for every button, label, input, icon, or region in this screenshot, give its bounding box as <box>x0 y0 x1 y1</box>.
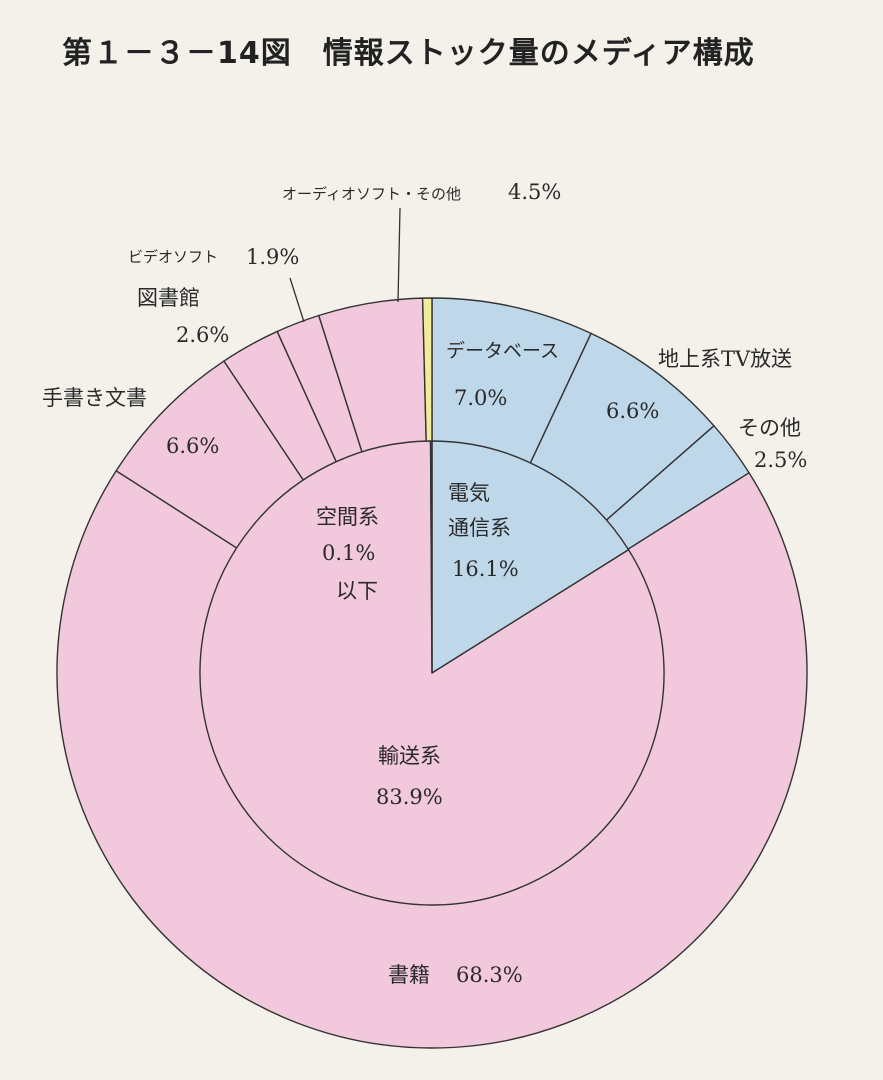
label-spatial-value: 0.1% <box>322 541 375 565</box>
label-tv-name: 地上系TV放送 <box>658 347 792 371</box>
label-books-name: 書籍 <box>388 963 430 987</box>
label-library-value: 2.6% <box>176 323 229 347</box>
inner-slice-0 <box>431 440 630 674</box>
label-spatial-suffix: 以下 <box>336 579 378 603</box>
label-audio-name: オーディオソフト・その他 <box>282 185 461 203</box>
label-telecom-value: 16.1% <box>452 557 519 581</box>
inner-slice-2 <box>429 440 433 674</box>
label-video-value: 1.9% <box>246 245 299 269</box>
label-database-name: データベース <box>446 340 559 362</box>
leader-lines <box>289 207 401 323</box>
label-audio-value: 4.5% <box>508 180 561 204</box>
labels: オーディオソフト・その他 4.5% ビデオソフト 1.9% 図書館 2.6% 手… <box>42 180 807 987</box>
label-transport-name: 輸送系 <box>378 744 441 768</box>
label-tv-value: 6.6% <box>606 399 659 423</box>
leader-video <box>289 277 305 323</box>
label-library-name: 図書館 <box>137 286 200 310</box>
label-handwritten-name: 手書き文書 <box>42 386 147 410</box>
label-video-name: ビデオソフト <box>128 248 218 266</box>
label-spatial-name: 空間系 <box>316 505 379 529</box>
inner-ring <box>199 440 665 906</box>
leader-audio <box>397 207 401 303</box>
label-telecom-name1: 電気 <box>448 481 490 505</box>
label-books-value: 68.3% <box>456 963 523 987</box>
label-handwritten-value: 6.6% <box>166 434 219 458</box>
label-telecom-name2: 通信系 <box>448 516 511 540</box>
label-database-value: 7.0% <box>454 386 507 410</box>
label-transport-value: 83.9% <box>376 785 443 809</box>
label-other-name: その他 <box>738 416 801 440</box>
label-other-value: 2.5% <box>754 448 807 472</box>
chart-title: 第１－３－14図 情報ストック量のメディア構成 <box>62 36 755 71</box>
